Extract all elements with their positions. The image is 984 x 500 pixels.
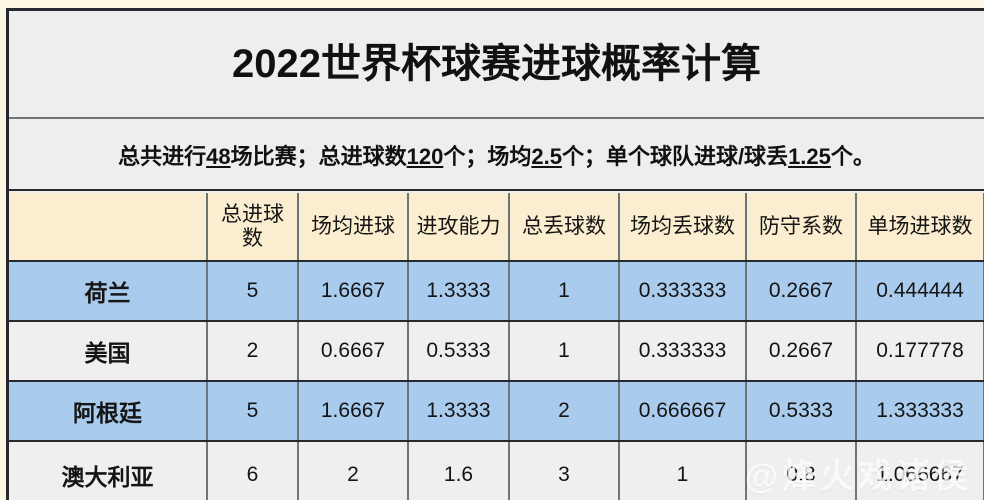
- cell-defense-coef: 0.8: [746, 441, 857, 500]
- summary-seg-4: 个；单个球队进球/球丢: [561, 144, 789, 169]
- column-header-defense-coef: 防守系数: [746, 193, 857, 262]
- cell-total-goals: 5: [207, 261, 299, 322]
- summary-banner: 总共进行48场比赛；总进球数120个；场均2.5个；单个球队进球/球丢1.25个…: [9, 121, 984, 191]
- cell-goals-per-match: 0.6667: [298, 321, 409, 382]
- cell-total-goals: 2: [207, 321, 299, 382]
- cell-attack-power: 1.6: [408, 441, 510, 500]
- column-header-attack-power: 进攻能力: [408, 193, 510, 262]
- cell-team: 荷兰: [9, 261, 208, 322]
- summary-per-team: 1.25: [788, 144, 831, 169]
- cell-single-match-goals: 0.177778: [856, 321, 984, 382]
- column-header-single-match-goals: 单场进球数: [856, 193, 984, 262]
- column-header-goals-per-match: 场均进球: [298, 193, 409, 262]
- cell-team: 澳大利亚: [9, 441, 208, 500]
- cell-conceded-per-match: 0.333333: [619, 321, 747, 382]
- cell-defense-coef: 0.2667: [746, 321, 857, 382]
- table-row: 美国 2 0.6667 0.5333 1 0.333333 0.2667 0.1…: [9, 321, 984, 382]
- header-row: 总进球数 场均进球 进攻能力 总丢球数 场均丢球数 防守系数 单场进球数: [9, 193, 984, 262]
- summary-text: 总共进行48场比赛；总进球数120个；场均2.5个；单个球队进球/球丢1.25个…: [118, 139, 875, 171]
- table-row: 阿根廷 5 1.6667 1.3333 2 0.666667 0.5333 1.…: [9, 381, 984, 442]
- cell-attack-power: 0.5333: [408, 321, 510, 382]
- page-title: 2022世界杯球赛进球概率计算: [232, 42, 761, 86]
- cell-goals-per-match: 2: [298, 441, 409, 500]
- cell-attack-power: 1.3333: [408, 381, 510, 442]
- cell-total-conceded: 3: [509, 441, 620, 500]
- cell-attack-power: 1.3333: [408, 261, 510, 322]
- cell-defense-coef: 0.5333: [746, 381, 857, 442]
- sheet-area: 2022世界杯球赛进球概率计算 总共进行48场比赛；总进球数120个；场均2.5…: [6, 8, 984, 500]
- table-head: 总进球数 场均进球 进攻能力 总丢球数 场均丢球数 防守系数 单场进球数: [9, 193, 984, 262]
- table-row: 荷兰 5 1.6667 1.3333 1 0.333333 0.2667 0.4…: [9, 261, 984, 322]
- cell-team: 美国: [9, 321, 208, 382]
- summary-goals-per-match: 2.5: [531, 144, 562, 169]
- summary-seg-1: 总共进行: [118, 144, 207, 169]
- column-header-total-goals: 总进球数: [207, 193, 299, 262]
- table-body: 荷兰 5 1.6667 1.3333 1 0.333333 0.2667 0.4…: [9, 261, 984, 500]
- cell-total-goals: 6: [207, 441, 299, 500]
- summary-seg-2: 场比赛；总进球数: [230, 144, 407, 169]
- cell-conceded-per-match: 1: [619, 441, 747, 500]
- cell-single-match-goals: 1.333333: [856, 381, 984, 442]
- cell-single-match-goals: 1.066667: [856, 441, 984, 500]
- cell-total-conceded: 1: [509, 321, 620, 382]
- stats-table: 总进球数 场均进球 进攻能力 总丢球数 场均丢球数 防守系数 单场进球数 荷兰 …: [9, 193, 984, 500]
- title-banner: 2022世界杯球赛进球概率计算: [9, 11, 984, 119]
- cell-defense-coef: 0.2667: [746, 261, 857, 322]
- table-row: 澳大利亚 6 2 1.6 3 1 0.8 1.066667: [9, 441, 984, 500]
- column-header-conceded-per-match: 场均丢球数: [619, 193, 747, 262]
- summary-seg-5: 个。: [830, 144, 875, 169]
- cell-goals-per-match: 1.6667: [298, 261, 409, 322]
- cell-conceded-per-match: 0.333333: [619, 261, 747, 322]
- cell-conceded-per-match: 0.666667: [619, 381, 747, 442]
- cell-total-conceded: 2: [509, 381, 620, 442]
- summary-seg-3: 个；场均: [443, 144, 532, 169]
- cell-team: 阿根廷: [9, 381, 208, 442]
- cell-total-goals: 5: [207, 381, 299, 442]
- summary-total-goals: 120: [406, 144, 444, 169]
- cell-single-match-goals: 0.444444: [856, 261, 984, 322]
- cell-goals-per-match: 1.6667: [298, 381, 409, 442]
- column-header-team: [9, 193, 208, 262]
- column-header-total-conceded: 总丢球数: [509, 193, 620, 262]
- summary-total-matches: 48: [206, 144, 231, 169]
- cell-total-conceded: 1: [509, 261, 620, 322]
